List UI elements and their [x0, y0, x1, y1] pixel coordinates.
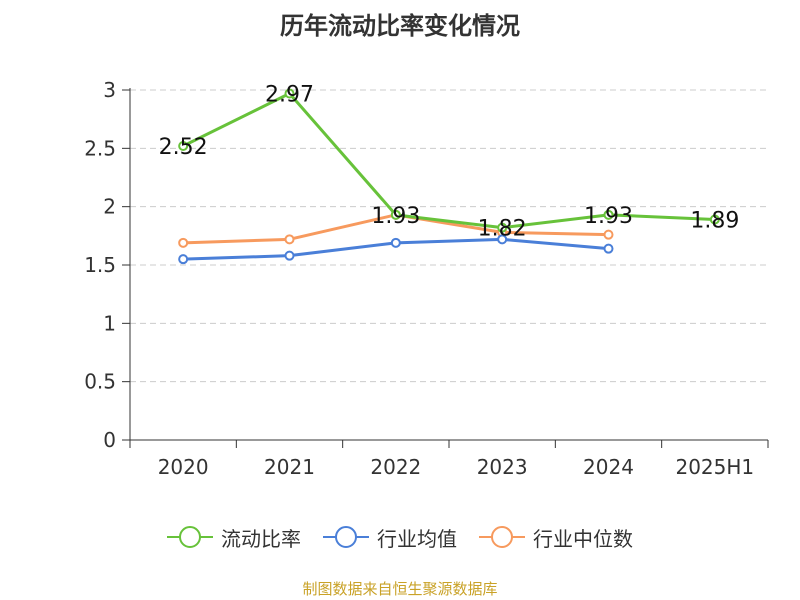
data-point[interactable]: [284, 234, 295, 245]
x-tick-label: 2025H1: [675, 455, 754, 479]
data-point[interactable]: [497, 222, 508, 233]
chart-title: 历年流动比率变化情况: [280, 12, 520, 40]
data-label: 1.93: [371, 204, 420, 229]
legend: 流动比率 行业均值 行业中位数: [0, 520, 800, 554]
legend-item-0[interactable]: 流动比率: [167, 523, 301, 552]
x-tick-label: 2024: [583, 455, 634, 479]
source-note: 制图数据来自恒生聚源数据库: [302, 580, 498, 598]
axes: 0 0.5 1 1.5 2 2.5 3 2020 2021 2022 2023 2024 2025H1: [84, 78, 769, 479]
y-tick-label: 3: [103, 78, 116, 102]
data-point[interactable]: [390, 237, 401, 248]
data-point[interactable]: [178, 237, 189, 248]
data-label: 1.82: [478, 217, 527, 242]
y-tick-label: 2.5: [84, 136, 116, 160]
legend-swatch-icon: [479, 526, 525, 548]
series-lines: [178, 88, 720, 265]
y-tick-label: 0: [103, 428, 116, 452]
legend-label: 行业均值: [377, 526, 457, 551]
data-label: 1.89: [690, 209, 739, 234]
x-tick-label: 2021: [264, 455, 315, 479]
x-tick-label: 2023: [477, 455, 528, 479]
legend-swatch-icon: [323, 526, 369, 548]
data-point[interactable]: [603, 209, 614, 220]
grid-lines: [130, 89, 768, 383]
y-tick-label: 2: [103, 195, 116, 219]
legend-label: 行业中位数: [533, 526, 633, 551]
data-point[interactable]: [709, 214, 720, 225]
data-point[interactable]: [390, 209, 401, 220]
y-tick-label: 0.5: [84, 370, 116, 394]
data-point[interactable]: [284, 88, 295, 99]
legend-item-2[interactable]: 行业中位数: [479, 523, 633, 552]
data-point[interactable]: [603, 243, 614, 254]
series-line-0: [182, 92, 715, 230]
data-point[interactable]: [497, 234, 508, 245]
x-tick-label: 2020: [158, 455, 209, 479]
legend-item-1[interactable]: 行业均值: [323, 523, 457, 552]
data-labels: 2.52 2.97 1.93 1.82 1.93 1.89: [159, 83, 740, 242]
y-tick-label: 1.5: [84, 253, 116, 277]
data-point[interactable]: [178, 141, 189, 151]
data-point[interactable]: [178, 254, 189, 265]
y-tick-label: 1: [103, 311, 116, 335]
legend-label: 流动比率: [221, 526, 301, 551]
data-label: 2.97: [265, 83, 314, 108]
data-label: 2.52: [159, 135, 208, 160]
data-point[interactable]: [284, 250, 295, 261]
data-point[interactable]: [603, 229, 614, 240]
data-label: 1.93: [584, 204, 633, 229]
legend-swatch-icon: [167, 526, 213, 548]
x-tick-label: 2022: [370, 455, 421, 479]
